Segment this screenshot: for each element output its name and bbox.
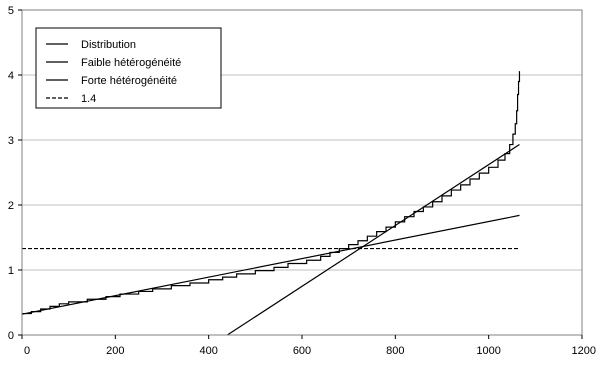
series-line — [21, 214, 520, 315]
legend-label: Faible hétérogénéité — [81, 57, 181, 69]
legend-box — [35, 27, 222, 109]
legend-label: 1.4 — [81, 93, 96, 105]
x-tick-label: 200 — [106, 345, 124, 357]
y-tick-label: 1 — [8, 265, 14, 277]
x-tick-label: 1000 — [476, 345, 500, 357]
y-tick-label: 5 — [8, 5, 14, 17]
y-tick-label: 3 — [8, 135, 14, 147]
legend-label: Forte hétérogénéité — [81, 75, 177, 87]
series-layer — [21, 71, 521, 336]
y-tick-label: 2 — [8, 200, 14, 212]
series-line — [227, 144, 520, 336]
x-tick-label: 800 — [386, 345, 404, 357]
x-tick-label: 400 — [199, 345, 217, 357]
y-tick-label: 4 — [8, 70, 14, 82]
axis-layer: 0 1 2 3 4 5 0 200 400 600 800 1000 1200 — [8, 5, 596, 357]
x-tick-label: 0 — [24, 345, 30, 357]
legend: Distribution Faible hétérogénéité Forte hé… — [35, 27, 222, 109]
x-tick-label: 600 — [293, 345, 311, 357]
y-tick-label: 0 — [8, 330, 14, 342]
x-tick-label: 1200 — [572, 345, 596, 357]
legend-label: Distribution — [81, 39, 136, 51]
